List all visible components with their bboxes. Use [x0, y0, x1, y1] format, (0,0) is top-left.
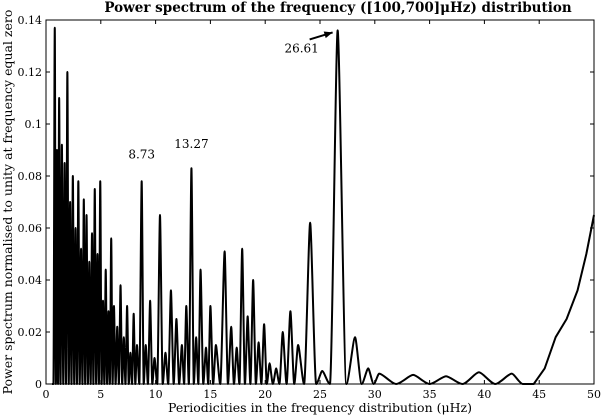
x-tick-label: 15: [203, 388, 217, 401]
x-tick-label: 30: [368, 388, 382, 401]
peak-label: 13.27: [174, 137, 208, 151]
y-axis-label: Power spectrum normalised to unity at fr…: [0, 10, 15, 395]
x-tick-label: 10: [149, 388, 163, 401]
x-tick-label: 35: [423, 388, 437, 401]
arrow-head: [323, 31, 333, 39]
y-tick-label: 0.14: [18, 14, 43, 27]
x-tick-label: 25: [313, 388, 327, 401]
x-tick-label: 0: [43, 388, 50, 401]
spectrum-line: [52, 26, 595, 385]
x-axis-label: Periodicities in the frequency distribut…: [168, 400, 472, 415]
x-tick-label: 20: [258, 388, 272, 401]
y-tick-label: 0.02: [18, 326, 43, 339]
y-tick-label: 0.04: [18, 274, 43, 287]
y-tick-label: 0.1: [25, 118, 43, 131]
y-tick-label: 0: [35, 378, 42, 391]
x-tick-label: 45: [532, 388, 546, 401]
peak-label: 26.61: [284, 41, 318, 55]
chart-title: Power spectrum of the frequency ([100,70…: [104, 0, 571, 16]
y-tick-label: 0.06: [18, 222, 43, 235]
y-tick-label: 0.12: [18, 66, 43, 79]
peak-annotations: 8.73 13.27 26.61: [128, 31, 333, 161]
x-tick-label: 40: [477, 388, 491, 401]
y-tick-label: 0.08: [18, 170, 43, 183]
x-tick-label: 50: [587, 388, 601, 401]
x-tick-label: 5: [97, 388, 104, 401]
axis-ticks: 0 5 10 15 20 25 30 35 40 45 50 0 0.02 0.04 0.06 0.08 0.1…: [18, 14, 602, 401]
peak-label: 8.73: [128, 147, 155, 161]
